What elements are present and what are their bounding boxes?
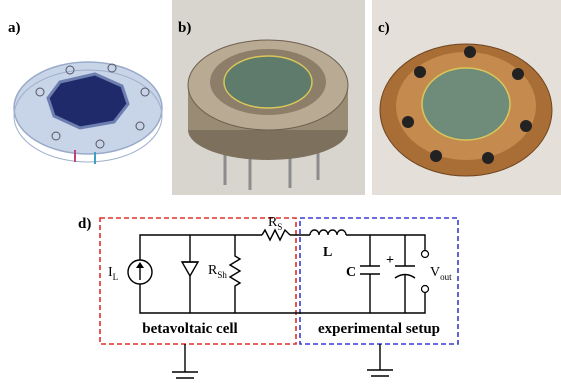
panel-label: c) xyxy=(378,20,390,36)
figure: a) b) c) d) xyxy=(0,0,561,389)
panel-b-image xyxy=(172,0,365,195)
component-label: L xyxy=(323,245,332,260)
circuit xyxy=(128,230,429,378)
panel-label: d) xyxy=(78,216,91,232)
label-sub: out xyxy=(440,272,452,282)
section-label: experimental setup xyxy=(318,321,440,337)
panel-label: b) xyxy=(178,20,191,36)
panel-label: a) xyxy=(8,20,21,36)
label-sub: L xyxy=(113,272,119,282)
component-label: + xyxy=(386,253,394,268)
label-main: V xyxy=(430,265,440,280)
component-label: C xyxy=(346,265,356,280)
section-label: betavoltaic cell xyxy=(142,321,237,337)
component-label: Vout xyxy=(430,265,452,282)
component-label: IL xyxy=(108,265,118,282)
label-sub: Sh xyxy=(217,270,227,280)
panel-c-image xyxy=(372,0,561,195)
label-sub: S xyxy=(277,222,282,232)
component-label: RSh xyxy=(208,263,227,280)
panel-a-image xyxy=(14,62,162,164)
